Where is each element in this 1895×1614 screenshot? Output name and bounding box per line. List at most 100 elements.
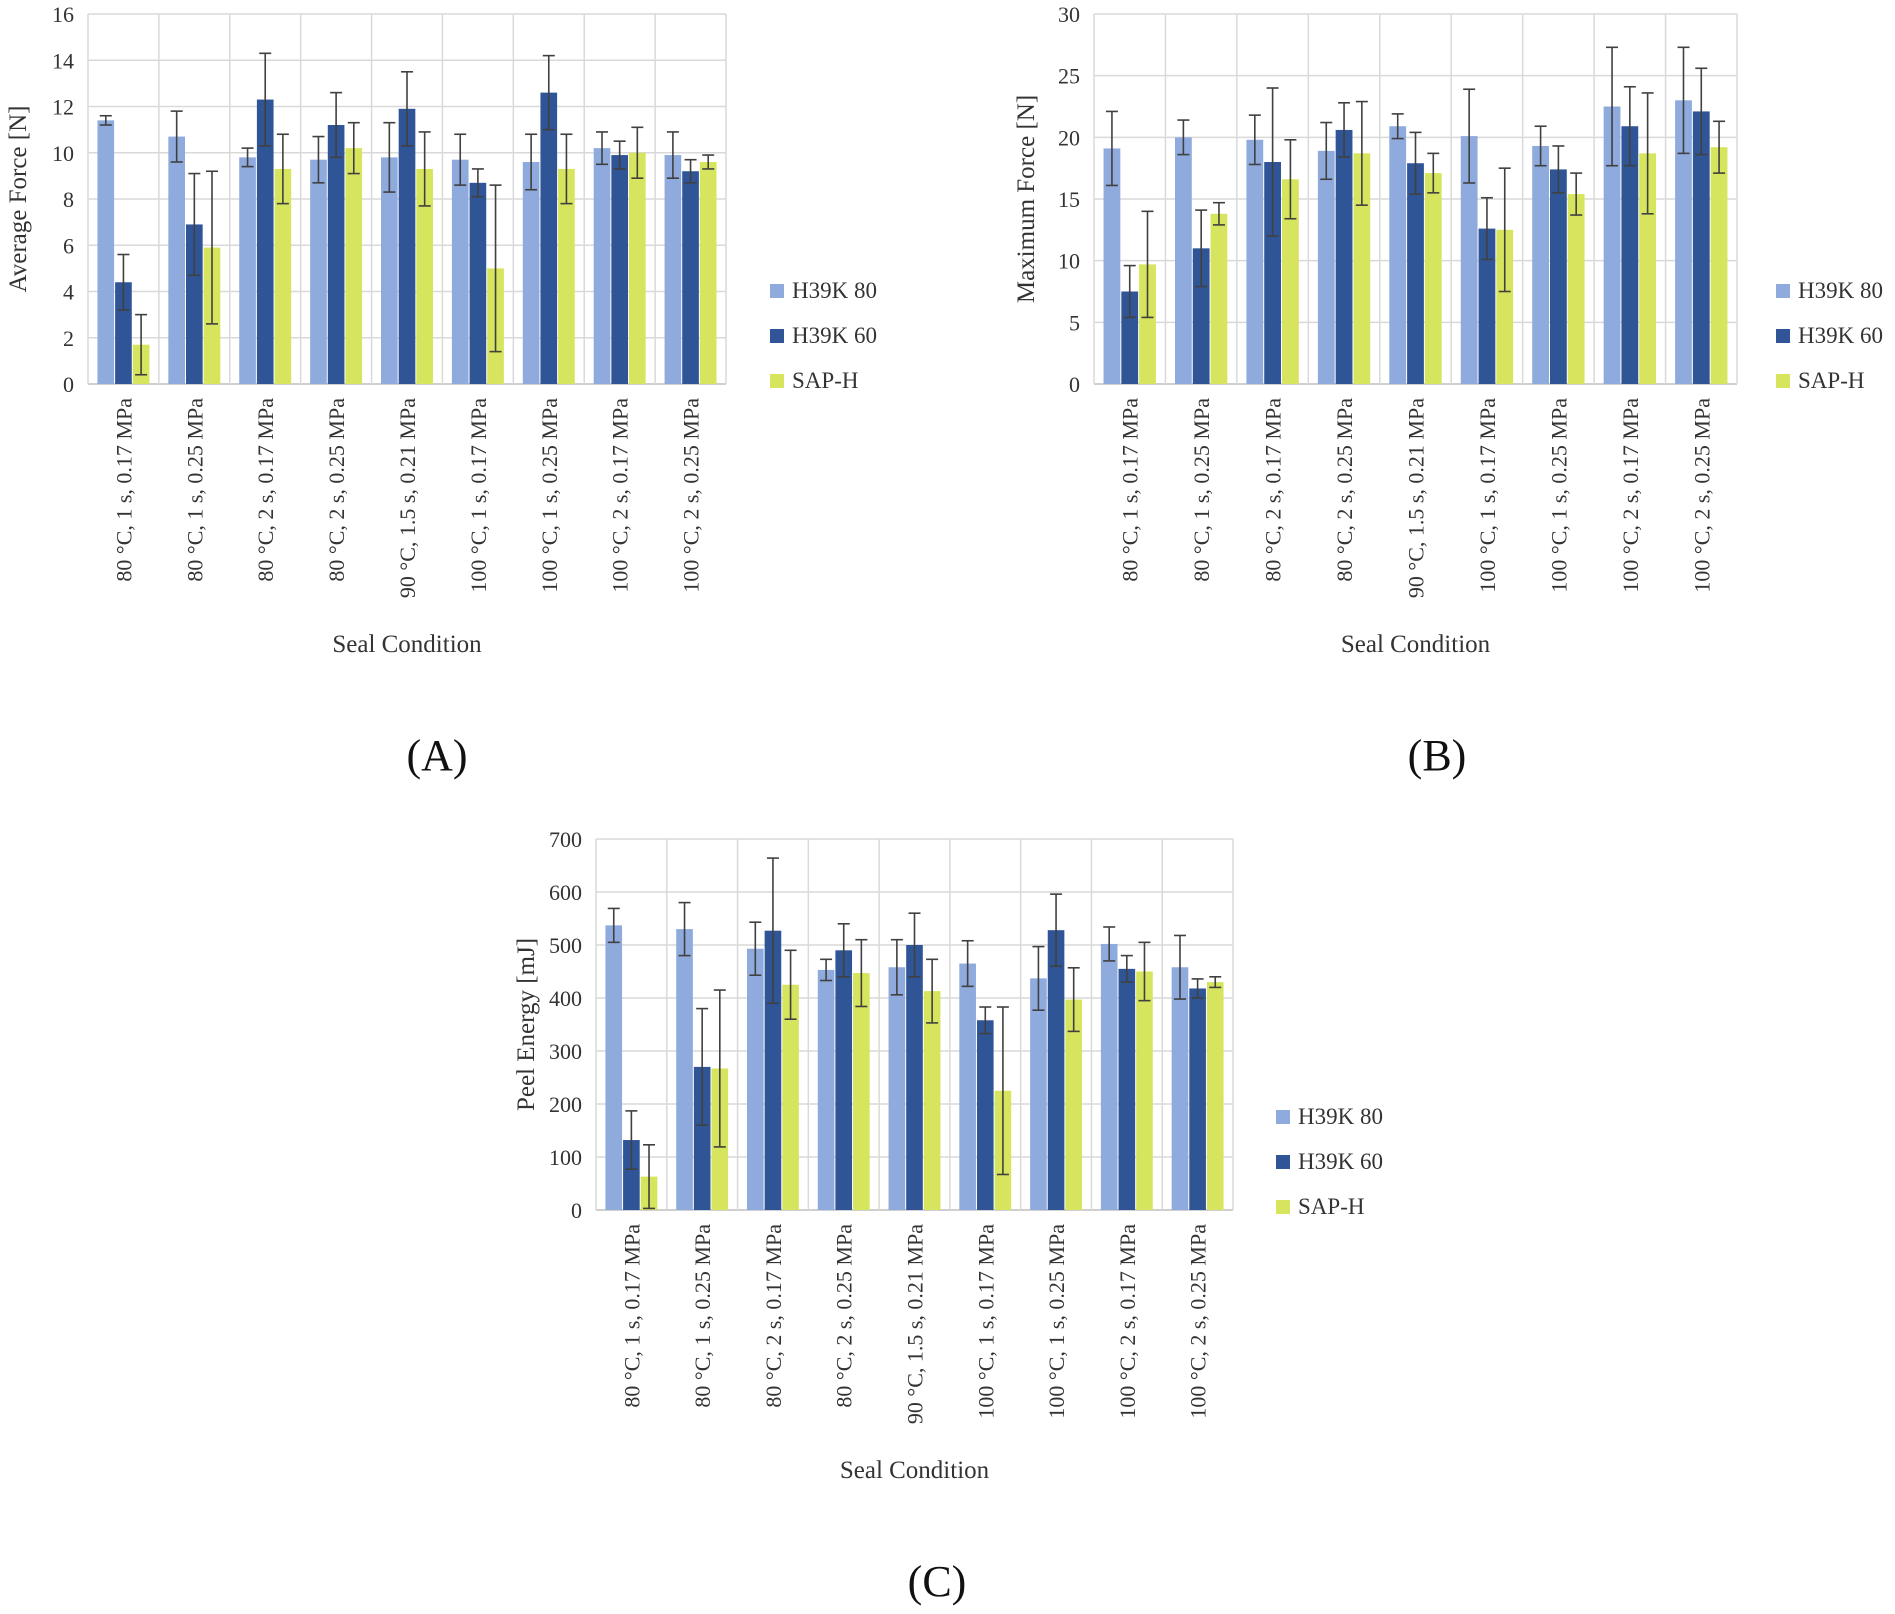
bar-h39k-60 [1335, 129, 1353, 384]
x-axis-title: Seal Condition [332, 631, 482, 658]
bar-h39k-80 [1246, 139, 1264, 384]
bar-h39k-60 [1264, 162, 1282, 384]
bar-h39k-80 [888, 967, 906, 1210]
bar-h39k-60 [611, 155, 628, 384]
legend-label: H39K 80 [1298, 1104, 1383, 1129]
legend-label: SAP-H [1298, 1194, 1364, 1219]
bar-sap-h [1424, 173, 1442, 384]
bar-h39k-60 [540, 92, 558, 384]
bar-h39k-80 [1100, 943, 1118, 1210]
y-tick-label: 20 [1058, 125, 1080, 150]
bar-sap-h [1496, 229, 1514, 384]
bar-h39k-60 [327, 125, 345, 384]
bar-h39k-60 [764, 930, 782, 1210]
y-tick-label: 30 [1058, 2, 1080, 27]
bar-h39k-60 [623, 1140, 640, 1210]
x-tick-label: 100 °C, 1 s, 0.17 MPa [1475, 398, 1500, 593]
x-tick-label: 100 °C, 2 s, 0.17 MPa [1618, 398, 1643, 593]
legend-swatch [1276, 1200, 1290, 1214]
bar-h39k-80 [817, 969, 835, 1210]
bar-h39k-60 [1692, 111, 1710, 384]
bar-sap-h [1210, 213, 1228, 384]
legend-swatch [1776, 329, 1790, 343]
bar-sap-h [1139, 264, 1156, 384]
bar-h39k-60 [256, 99, 274, 384]
legend-swatch [770, 329, 784, 343]
legend-label: H39K 80 [792, 278, 877, 303]
bar-h39k-80 [239, 157, 256, 384]
bar-sap-h [853, 973, 870, 1210]
x-tick-label: 80 °C, 2 s, 0.17 MPa [253, 398, 278, 582]
y-axis-title: Peel Energy [mJ] [513, 938, 540, 1111]
panel-label-b: (B) [1407, 731, 1467, 780]
bar-h39k-60 [186, 224, 203, 384]
x-tick-label: 80 °C, 2 s, 0.25 MPa [324, 398, 349, 582]
bar-h39k-80 [1174, 137, 1192, 384]
chart-panel-2: 0 5 10 15 20 25 30 80 °C, 1 s, 0.17 MPa 80 °C, 1… [1013, 2, 1883, 658]
chart-panel-3: 0 100 200 300 400 500 600 700 80 °C, 1 s, 0.17 M… [513, 827, 1383, 1484]
legend-label: H39K 60 [1798, 323, 1883, 348]
panel-label-a: (A) [406, 731, 468, 780]
y-tick-label: 400 [549, 986, 582, 1011]
bar-h39k-80 [381, 157, 398, 384]
legend-swatch [1776, 374, 1790, 388]
bar-sap-h [1567, 194, 1585, 384]
y-tick-label: 14 [52, 48, 74, 73]
y-tick-label: 2 [63, 326, 74, 351]
bar-h39k-80 [593, 148, 611, 384]
bar-h39k-60 [1407, 163, 1424, 384]
x-tick-label: 100 °C, 2 s, 0.25 MPa [1689, 398, 1714, 593]
bar-h39k-80 [522, 162, 540, 384]
bar-h39k-80 [664, 155, 682, 384]
x-tick-label: 80 °C, 2 s, 0.17 MPa [761, 1224, 786, 1408]
bar-sap-h [1136, 971, 1153, 1210]
x-tick-label: 80 °C, 1 s, 0.17 MPa [1118, 398, 1143, 582]
bar-h39k-60 [115, 282, 132, 384]
x-tick-label: 100 °C, 1 s, 0.17 MPa [466, 398, 491, 593]
x-tick-label: 100 °C, 1 s, 0.25 MPa [537, 398, 562, 593]
bar-h39k-80 [1389, 126, 1407, 384]
bar-h39k-60 [1549, 169, 1567, 384]
y-tick-label: 8 [63, 187, 74, 212]
legend-swatch [1276, 1110, 1290, 1124]
bar-h39k-80 [676, 929, 693, 1210]
bar-sap-h [1639, 153, 1657, 384]
x-tick-label: 80 °C, 2 s, 0.25 MPa [832, 1224, 857, 1408]
chart-panel-1: 0 2 4 6 8 10 12 14 16 80 °C, 1 s, 0.17 MPa 80 °C, … [5, 2, 877, 658]
x-tick-label: 80 °C, 2 s, 0.25 MPa [1332, 398, 1357, 582]
y-tick-label: 10 [52, 141, 74, 166]
bar-sap-h [558, 168, 575, 384]
bar-h39k-80 [310, 159, 327, 384]
bar-h39k-60 [976, 1020, 994, 1210]
bar-h39k-60 [1478, 228, 1496, 384]
y-tick-label: 16 [52, 2, 74, 27]
legend-label: H39K 80 [1798, 278, 1883, 303]
x-tick-label: 80 °C, 1 s, 0.25 MPa [182, 398, 207, 582]
bar-h39k-60 [1121, 291, 1139, 384]
legend-label: SAP-H [1798, 368, 1864, 393]
x-tick-label: 100 °C, 2 s, 0.17 MPa [1115, 1224, 1140, 1419]
y-tick-label: 600 [549, 880, 582, 905]
bar-sap-h [1353, 153, 1371, 384]
bar-h39k-60 [1621, 126, 1639, 384]
y-tick-label: 300 [549, 1039, 582, 1064]
y-tick-label: 10 [1058, 249, 1080, 274]
x-tick-label: 100 °C, 1 s, 0.25 MPa [1044, 1224, 1069, 1419]
bar-h39k-80 [1675, 100, 1692, 384]
bar-h39k-80 [605, 925, 623, 1210]
bar-h39k-60 [906, 945, 923, 1210]
y-tick-label: 4 [63, 280, 74, 305]
bar-h39k-60 [693, 1066, 711, 1210]
x-axis-title: Seal Condition [1341, 631, 1491, 658]
bar-h39k-60 [682, 171, 699, 384]
x-tick-label: 80 °C, 1 s, 0.17 MPa [619, 1224, 644, 1408]
x-tick-label: 80 °C, 2 s, 0.17 MPa [1261, 398, 1286, 582]
bar-h39k-60 [1118, 968, 1136, 1210]
legend-swatch [770, 284, 784, 298]
bar-sap-h [345, 148, 363, 384]
bar-sap-h [699, 162, 717, 384]
bar-sap-h [1206, 982, 1224, 1210]
y-tick-label: 100 [549, 1145, 582, 1170]
bar-h39k-80 [1317, 150, 1335, 384]
y-axis-title: Maximum Force [N] [1013, 95, 1040, 303]
